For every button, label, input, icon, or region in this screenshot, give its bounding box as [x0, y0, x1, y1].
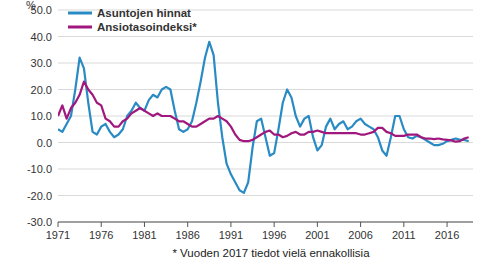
grid-line: [58, 36, 473, 37]
legend-swatch: [68, 26, 92, 29]
grid-line: [58, 169, 473, 170]
grid-line: [58, 89, 473, 90]
x-tick-label: 1981: [132, 229, 156, 241]
x-tick: [317, 222, 318, 227]
grid-line: [58, 63, 473, 64]
y-tick-label: 0.0: [37, 137, 52, 149]
y-tick-label: -20.0: [27, 190, 52, 202]
footnote: * Vuoden 2017 tiedot vielä ennakollisia: [172, 247, 370, 259]
x-tick-label: 1996: [262, 229, 286, 241]
x-tick-label: 2016: [435, 229, 459, 241]
y-tick-label: -10.0: [27, 163, 52, 175]
grid-line: [58, 195, 473, 196]
y-tick-label: 10.0: [31, 110, 52, 122]
x-tick: [447, 222, 448, 227]
legend-swatch: [68, 12, 92, 15]
x-tick-label: 2001: [305, 229, 329, 241]
series-line: [58, 82, 469, 142]
x-tick: [360, 222, 361, 227]
x-tick-label: 1986: [175, 229, 199, 241]
plot-area: [58, 42, 469, 193]
y-tick-label: 40.0: [31, 31, 52, 43]
x-tick: [187, 222, 188, 227]
x-tick: [230, 222, 231, 227]
chart: -30.0-20.0-10.00.010.020.030.040.050.0%1…: [0, 0, 494, 265]
x-tick: [101, 222, 102, 227]
x-tick-label: 2011: [392, 229, 416, 241]
y-tick-label: -30.0: [27, 216, 52, 228]
x-tick: [403, 222, 404, 227]
y-tick-label: 20.0: [31, 84, 52, 96]
grid-line: [58, 222, 473, 223]
x-tick: [58, 222, 59, 227]
legend-label: Asuntojen hinnat: [97, 7, 191, 19]
grid-line: [58, 142, 473, 143]
grid-line: [58, 116, 473, 117]
y-axis-label: %: [26, 0, 36, 11]
x-axis-line: [58, 222, 473, 223]
x-tick-label: 1976: [89, 229, 113, 241]
series-line: [58, 42, 469, 193]
legend-label: Ansiotasoindeksi*: [97, 21, 197, 33]
x-tick: [274, 222, 275, 227]
x-tick-label: 1971: [46, 229, 70, 241]
x-tick-label: 2006: [348, 229, 372, 241]
y-tick-label: 30.0: [31, 57, 52, 69]
x-tick: [144, 222, 145, 227]
x-tick-label: 1991: [219, 229, 243, 241]
